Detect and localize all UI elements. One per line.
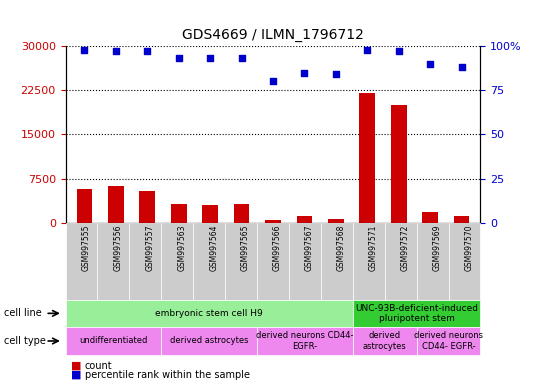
Bar — [265, 220, 281, 223]
Bar — [161, 223, 193, 300]
Text: cell type: cell type — [4, 336, 46, 346]
Text: percentile rank within the sample: percentile rank within the sample — [85, 370, 250, 380]
Bar — [289, 223, 321, 300]
Bar — [202, 205, 218, 223]
Bar — [108, 186, 124, 223]
Point — [300, 70, 309, 76]
Text: derived neurons CD44-
EGFR-: derived neurons CD44- EGFR- — [256, 331, 354, 351]
Text: embryonic stem cell H9: embryonic stem cell H9 — [155, 309, 263, 318]
Bar — [76, 189, 92, 223]
Text: GSM997571: GSM997571 — [369, 225, 378, 271]
Point — [426, 61, 435, 67]
Point — [331, 71, 340, 78]
Point — [363, 46, 372, 53]
Bar — [129, 223, 161, 300]
Point — [143, 48, 152, 55]
Bar — [234, 204, 250, 223]
Text: derived neurons
CD44- EGFR-: derived neurons CD44- EGFR- — [414, 331, 483, 351]
Point — [394, 48, 403, 55]
Point — [80, 46, 89, 53]
Text: GSM997555: GSM997555 — [81, 225, 91, 271]
Bar — [353, 223, 385, 300]
Title: GDS4669 / ILMN_1796712: GDS4669 / ILMN_1796712 — [182, 28, 364, 42]
Bar — [391, 105, 407, 223]
Text: ■: ■ — [71, 361, 81, 371]
Text: GSM997568: GSM997568 — [337, 225, 346, 271]
Bar — [225, 223, 257, 300]
Bar — [257, 327, 353, 355]
Point — [269, 78, 277, 84]
Text: GSM997565: GSM997565 — [241, 225, 250, 271]
Bar — [161, 327, 257, 355]
Point — [457, 64, 466, 70]
Text: derived
astrocytes: derived astrocytes — [363, 331, 407, 351]
Text: ■: ■ — [71, 370, 81, 380]
Text: GSM997572: GSM997572 — [401, 225, 410, 271]
Text: derived astrocytes: derived astrocytes — [170, 336, 248, 346]
Text: GSM997557: GSM997557 — [145, 225, 155, 271]
Bar — [449, 223, 480, 300]
Text: GSM997567: GSM997567 — [305, 225, 314, 271]
Text: GSM997556: GSM997556 — [114, 225, 122, 271]
Bar — [321, 223, 353, 300]
Text: GSM997570: GSM997570 — [465, 225, 473, 271]
Bar — [454, 216, 470, 223]
Bar — [417, 223, 449, 300]
Text: undifferentiated: undifferentiated — [79, 336, 147, 346]
Bar — [171, 204, 187, 223]
Bar — [422, 212, 438, 223]
Point — [206, 55, 215, 61]
Text: UNC-93B-deficient-induced
pluripotent stem: UNC-93B-deficient-induced pluripotent st… — [355, 304, 478, 323]
Text: count: count — [85, 361, 112, 371]
Bar — [328, 219, 344, 223]
Bar — [66, 223, 97, 300]
Text: GSM997566: GSM997566 — [273, 225, 282, 271]
Text: GSM997569: GSM997569 — [432, 225, 442, 271]
Bar — [257, 223, 289, 300]
Bar — [385, 223, 417, 300]
Text: GSM997563: GSM997563 — [177, 225, 186, 271]
Bar — [139, 191, 155, 223]
Bar — [417, 327, 480, 355]
Point — [237, 55, 246, 61]
Point — [174, 55, 183, 61]
Bar — [97, 223, 129, 300]
Point — [111, 48, 120, 55]
Bar — [66, 327, 161, 355]
Bar — [353, 300, 480, 327]
Bar — [359, 93, 375, 223]
Bar — [353, 327, 417, 355]
Bar — [66, 300, 353, 327]
Text: GSM997564: GSM997564 — [209, 225, 218, 271]
Bar — [193, 223, 225, 300]
Text: cell line: cell line — [4, 308, 42, 318]
Bar — [296, 216, 312, 223]
